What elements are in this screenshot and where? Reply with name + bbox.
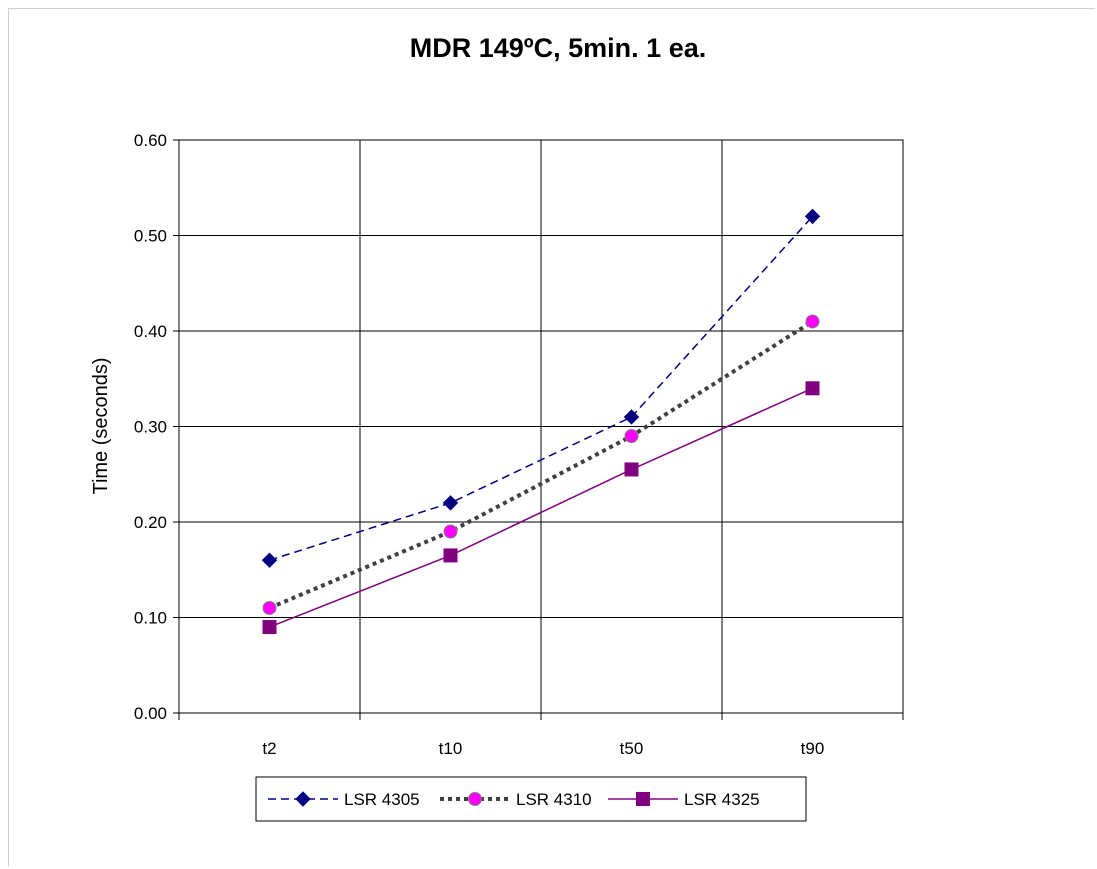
series-line-2	[269, 387, 813, 628]
chart-frame	[8, 8, 1095, 867]
data-point	[624, 462, 639, 477]
data-point	[623, 409, 640, 425]
data-point	[805, 314, 820, 329]
series-line-1	[268, 319, 814, 610]
data-point	[804, 208, 821, 225]
legend-label: LSR 4310	[516, 790, 592, 809]
y-tick-label: 0.00	[134, 704, 167, 723]
tick-labels: 0.00 0.10 0.20 0.30 0.40 0.50 0.60 t2 t10 t50 t90	[134, 131, 824, 758]
x-tick-label: t10	[439, 739, 463, 758]
chart-title: MDR 149ºC, 5min. 1 ea.	[410, 33, 706, 63]
y-tick-label: 0.20	[134, 513, 167, 532]
x-tick-label: t90	[801, 739, 825, 758]
data-point	[624, 429, 639, 444]
gridlines	[178, 139, 904, 714]
x-tick-label: t2	[262, 739, 276, 758]
legend-label: LSR 4305	[344, 790, 420, 809]
y-tick-label: 0.60	[134, 131, 167, 150]
data-point	[262, 600, 277, 615]
legend-label: LSR 4325	[684, 790, 760, 809]
axes	[173, 139, 904, 720]
y-tick-label: 0.40	[134, 322, 167, 341]
x-tick-label: t50	[620, 739, 644, 758]
y-tick-label: 0.30	[134, 418, 167, 437]
data-point	[443, 548, 458, 563]
legend-marker	[468, 792, 482, 806]
series-line-0	[269, 215, 814, 561]
data-point	[262, 620, 277, 635]
series-lines	[261, 208, 821, 635]
legend-box	[255, 776, 807, 822]
data-point	[805, 381, 820, 396]
legend: LSR 4305 LSR 4310 LSR 4325	[255, 776, 807, 822]
legend-marker	[636, 792, 650, 806]
data-point	[442, 495, 459, 511]
data-point	[261, 552, 278, 568]
y-tick-label: 0.50	[134, 227, 167, 246]
y-tick-label: 0.10	[134, 609, 167, 628]
legend-marker	[295, 791, 311, 807]
data-point	[443, 524, 458, 539]
y-axis-label: Time (seconds)	[90, 357, 112, 494]
